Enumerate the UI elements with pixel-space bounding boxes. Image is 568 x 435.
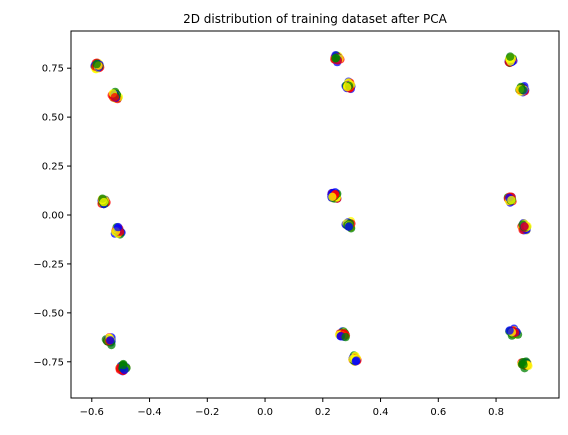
y-tick-label: −0.50 bbox=[33, 308, 64, 319]
data-point bbox=[506, 52, 515, 61]
data-point bbox=[505, 326, 514, 335]
x-tick-label: 0.2 bbox=[315, 407, 331, 418]
x-tick-label: 0.8 bbox=[488, 407, 504, 418]
axes: −0.6 −0.4 −0.2 0.0 0.2 0.4 0.6 0.8 −0.75 −0.50 −0.… bbox=[33, 64, 504, 418]
y-tick-label: 0.50 bbox=[42, 113, 64, 124]
scatter-points bbox=[90, 51, 533, 376]
y-tick-label: −0.25 bbox=[33, 259, 64, 270]
data-point bbox=[99, 197, 109, 207]
y-tick-label: 0.75 bbox=[42, 64, 64, 75]
data-point bbox=[341, 332, 350, 342]
x-tick-label: −0.4 bbox=[137, 407, 161, 418]
data-point bbox=[520, 222, 529, 231]
chart-title: 2D distribution of training dataset afte… bbox=[183, 12, 448, 26]
data-point bbox=[519, 360, 528, 369]
data-point bbox=[113, 222, 123, 232]
y-tick-label: 0.00 bbox=[42, 210, 64, 221]
data-point bbox=[110, 93, 120, 102]
data-point bbox=[106, 336, 115, 345]
data-point bbox=[344, 222, 353, 231]
x-tick-label: 0.4 bbox=[373, 407, 389, 418]
data-point bbox=[328, 192, 337, 201]
data-point bbox=[518, 85, 527, 95]
data-point bbox=[507, 195, 516, 205]
x-tick-label: 0.0 bbox=[257, 407, 273, 418]
data-point bbox=[351, 357, 360, 366]
y-tick-label: 0.25 bbox=[42, 162, 64, 173]
data-point bbox=[92, 59, 101, 69]
data-point bbox=[342, 83, 352, 92]
x-tick-label: −0.2 bbox=[195, 407, 219, 418]
data-point bbox=[331, 53, 341, 63]
x-tick-label: −0.6 bbox=[80, 407, 104, 418]
y-tick-label: −0.75 bbox=[33, 357, 64, 368]
x-tick-label: 0.6 bbox=[430, 407, 446, 418]
data-point bbox=[119, 360, 128, 370]
